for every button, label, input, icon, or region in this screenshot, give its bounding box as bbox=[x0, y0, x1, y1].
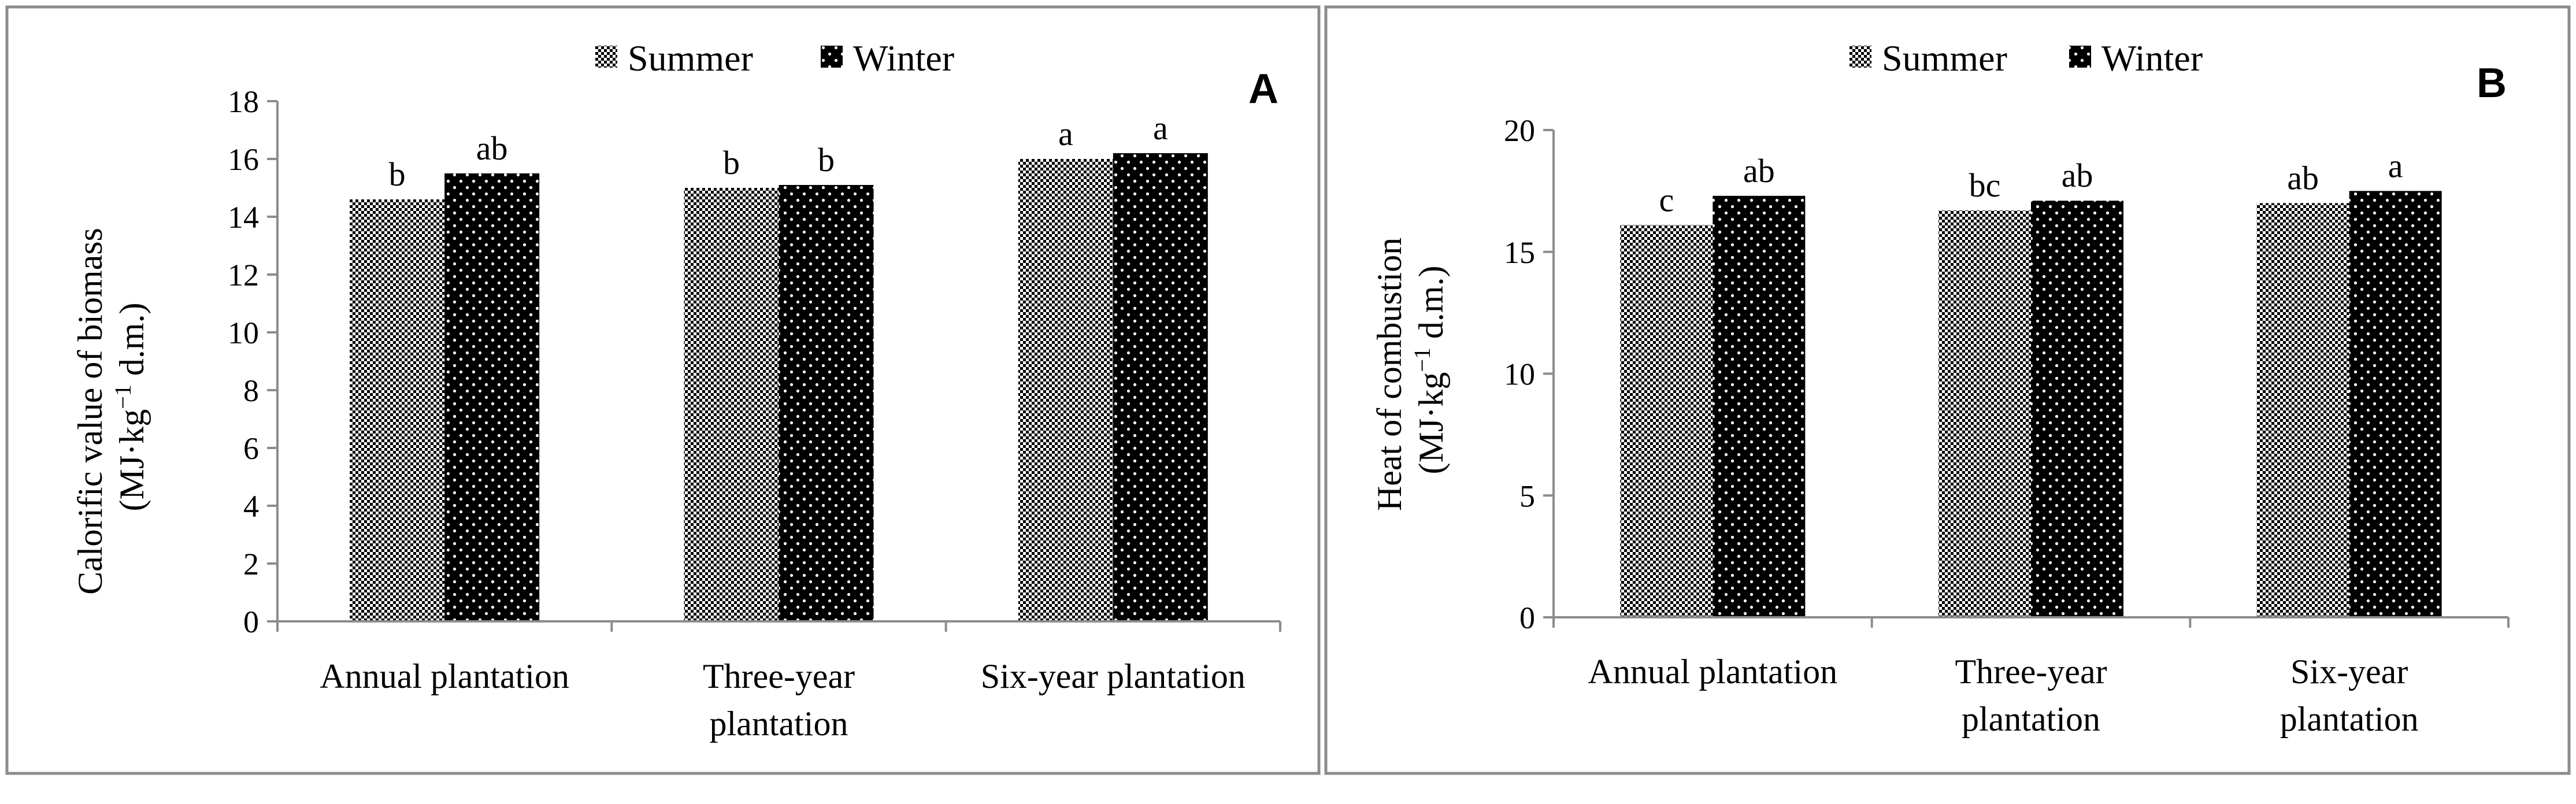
bar-a-winter-0 bbox=[444, 173, 540, 621]
legend-a-summer-label: Summer bbox=[628, 38, 753, 79]
bar-letter-b-winter-2: a bbox=[2388, 147, 2403, 184]
category-label-b-1: Three-year bbox=[1955, 653, 2107, 691]
bar-letter-a-summer-0: b bbox=[389, 155, 406, 193]
bar-a-winter-1 bbox=[779, 185, 874, 621]
bar-b-winter-0 bbox=[1713, 195, 1806, 617]
bar-letter-a-summer-1: b bbox=[723, 144, 740, 181]
bar-a-winter-2 bbox=[1113, 153, 1208, 621]
category-label-a-2: Six-year plantation bbox=[981, 657, 1246, 695]
y-tick-label-a: 10 bbox=[228, 316, 259, 350]
legend-a-summer-swatch bbox=[595, 46, 617, 68]
bar-letter-a-summer-2: a bbox=[1058, 115, 1073, 153]
bar-b-summer-1 bbox=[1939, 210, 2031, 618]
y-tick-label-a: 12 bbox=[228, 258, 259, 292]
legend-a: Summer Winter bbox=[595, 38, 954, 79]
category-label-b-2: Six-year bbox=[2290, 653, 2408, 691]
bar-letter-b-summer-1: bc bbox=[1969, 166, 2001, 204]
y-tick-label-a: 0 bbox=[243, 605, 259, 639]
bar-letter-a-winter-0: ab bbox=[476, 129, 508, 167]
panel-a-ylabel-line1: Calorific value of biomass bbox=[71, 228, 109, 595]
panel-b-ylabel-line2-pre: (MJ·kg bbox=[1412, 372, 1450, 475]
panel-a-ylabel-line2-sup: −1 bbox=[110, 384, 136, 409]
panel-b-ylabel-line2-sup: −1 bbox=[1409, 347, 1435, 372]
panel-a-ylabel-line2-post: d.m.) bbox=[113, 303, 151, 385]
panel-b-ylabel-line1: Heat of combustion bbox=[1370, 238, 1409, 511]
bar-a-summer-1 bbox=[684, 188, 779, 621]
legend-b-summer-label: Summer bbox=[1882, 38, 2007, 79]
bar-letter-b-winter-0: ab bbox=[1743, 152, 1775, 190]
bar-letter-b-summer-2: ab bbox=[2287, 159, 2319, 197]
panel-a-ylabel: Calorific value of biomass (MJ·kg−1 d.m.… bbox=[71, 219, 151, 595]
legend-b-winter-label: Winter bbox=[2101, 38, 2203, 79]
y-tick-label-a: 4 bbox=[243, 489, 259, 524]
panel-b-ylabel: Heat of combustion (MJ·kg−1 d.m.) bbox=[1370, 229, 1450, 511]
bar-a-summer-0 bbox=[350, 199, 445, 621]
category-label-a-1: Three-year bbox=[703, 657, 855, 695]
bar-letter-b-summer-0: c bbox=[1659, 181, 1674, 218]
category-label-a-0: Annual plantation bbox=[320, 657, 569, 695]
legend-a-winter-swatch bbox=[821, 46, 843, 68]
y-tick-label-b: 10 bbox=[1504, 357, 1535, 392]
category-label-a-1: plantation bbox=[710, 705, 848, 743]
legend-b-winter-swatch bbox=[2069, 46, 2091, 68]
panel-a-ylabel-line2-pre: (MJ·kg bbox=[113, 409, 151, 512]
y-tick-label-b: 0 bbox=[1519, 601, 1535, 635]
category-label-b-1: plantation bbox=[1962, 700, 2100, 738]
y-tick-label-a: 18 bbox=[228, 84, 259, 119]
bar-b-summer-2 bbox=[2256, 203, 2349, 617]
legend-a-winter-label: Winter bbox=[853, 38, 954, 79]
legend-b: Summer Winter bbox=[1849, 38, 2203, 79]
legend-b-summer-swatch bbox=[1849, 46, 1871, 68]
bar-b-winter-1 bbox=[2031, 201, 2123, 617]
category-label-b-0: Annual plantation bbox=[1588, 653, 1838, 691]
panel-b: Summer Winter B Heat of combustion (MJ·k… bbox=[1324, 5, 2571, 775]
bar-b-summer-0 bbox=[1620, 225, 1713, 617]
y-tick-label-b: 20 bbox=[1504, 113, 1535, 148]
bar-a-summer-2 bbox=[1018, 159, 1113, 621]
category-label-b-2: plantation bbox=[2280, 700, 2419, 738]
y-tick-label-a: 8 bbox=[243, 373, 259, 408]
panel-a-plot: 0 2 4 6 8 10 12 14 16 18 b ab Annual plantation b b Thr… bbox=[228, 84, 1281, 743]
y-tick-label-a: 14 bbox=[228, 200, 259, 235]
bar-letter-a-winter-2: a bbox=[1153, 109, 1168, 147]
y-tick-label-b: 5 bbox=[1519, 479, 1535, 513]
bar-b-winter-2 bbox=[2349, 191, 2442, 617]
y-tick-label-a: 16 bbox=[228, 142, 259, 177]
bar-letter-b-winter-1: ab bbox=[2062, 157, 2093, 194]
panel-b-ylabel-line2-post: d.m.) bbox=[1412, 266, 1450, 348]
y-tick-label-a: 2 bbox=[243, 547, 259, 581]
panel-b-letter: B bbox=[2477, 60, 2507, 106]
panel-a-letter: A bbox=[1248, 66, 1278, 112]
panel-a: Summer Winter A Calorific value of bioma… bbox=[5, 5, 1321, 775]
panel-b-plot: 0 5 10 15 20 c ab Annual plantation bc ab Three-ye… bbox=[1504, 113, 2510, 738]
y-tick-label-b: 15 bbox=[1504, 235, 1535, 270]
bar-letter-a-winter-1: b bbox=[818, 141, 835, 179]
y-tick-label-a: 6 bbox=[243, 431, 259, 466]
